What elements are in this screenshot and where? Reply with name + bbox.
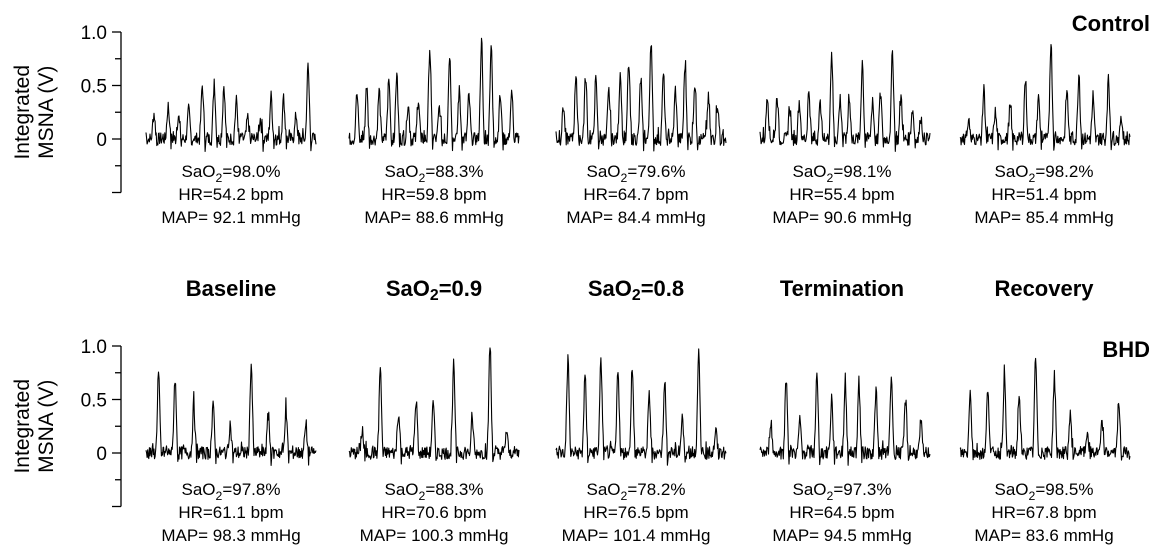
hr-value: HR=70.6 bpm [381, 503, 486, 522]
map-value: MAP= 98.3 mmHg [161, 526, 300, 545]
sao2-value: SaO2=78.2% [587, 480, 686, 503]
sao2-value: SaO2=88.3% [385, 480, 484, 503]
msna-trace-bhd-2 [348, 347, 520, 465]
msna-trace-control-1 [145, 62, 317, 153]
phase-label: Termination [780, 276, 904, 301]
map-value: MAP= 101.4 mmHg [562, 526, 711, 545]
hr-value: HR=76.5 bpm [583, 503, 688, 522]
group-label-control: Control [1072, 11, 1150, 36]
y-tick-label: 0 [96, 444, 107, 465]
y-tick-label: 0 [96, 130, 107, 151]
sao2-value: SaO2=98.0% [182, 162, 281, 185]
group-label-bhd: BHD [1102, 337, 1150, 362]
map-value: MAP= 88.6 mmHg [364, 208, 503, 227]
y-tick-label: 0.5 [81, 391, 107, 412]
y-tick-label: 1.0 [81, 23, 107, 44]
map-value: MAP= 92.1 mmHg [161, 208, 300, 227]
y-axis-label-line2: MSNA (V) [35, 380, 58, 473]
hr-value: HR=67.8 bpm [991, 503, 1096, 522]
y-axis-label-line2: MSNA (V) [35, 66, 58, 159]
sao2-value: SaO2=97.3% [793, 480, 892, 503]
map-value: MAP= 94.5 mmHg [772, 526, 911, 545]
map-value: MAP= 100.3 mmHg [360, 526, 509, 545]
msna-trace-bhd-5 [959, 357, 1131, 461]
phase-label: Baseline [186, 276, 277, 301]
map-value: MAP= 85.4 mmHg [974, 208, 1113, 227]
map-value: MAP= 90.6 mmHg [772, 208, 911, 227]
phase-label: SaO2=0.9 [386, 276, 482, 304]
map-value: MAP= 83.6 mmHg [974, 526, 1113, 545]
msna-trace-bhd-3 [555, 348, 727, 466]
msna-trace-control-5 [959, 43, 1131, 151]
hr-value: HR=64.5 bpm [789, 503, 894, 522]
sao2-value: SaO2=88.3% [385, 162, 484, 185]
y-tick-label: 0.5 [81, 77, 107, 98]
hr-value: HR=51.4 bpm [991, 185, 1096, 204]
msna-trace-control-4 [759, 50, 931, 152]
hr-value: HR=61.1 bpm [178, 503, 283, 522]
map-value: MAP= 84.4 mmHg [566, 208, 705, 227]
sao2-value: SaO2=98.2% [995, 162, 1094, 185]
hr-value: HR=64.7 bpm [583, 185, 688, 204]
sao2-value: SaO2=98.5% [995, 480, 1094, 503]
msna-trace-control-2 [348, 37, 520, 152]
y-axis-label-line1: Integrated [11, 65, 34, 160]
msna-trace-bhd-4 [759, 372, 931, 466]
y-tick-label: 1.0 [81, 337, 107, 358]
msna-trace-bhd-1 [145, 363, 317, 467]
y-axis-label-line1: Integrated [11, 379, 34, 474]
phase-label: Recovery [994, 276, 1094, 301]
sao2-value: SaO2=79.6% [587, 162, 686, 185]
hr-value: HR=59.8 bpm [381, 185, 486, 204]
hr-value: HR=55.4 bpm [789, 185, 894, 204]
sao2-value: SaO2=98.1% [793, 162, 892, 185]
phase-label: SaO2=0.8 [588, 276, 684, 304]
hr-value: HR=54.2 bpm [178, 185, 283, 204]
sao2-value: SaO2=97.8% [182, 480, 281, 503]
msna-trace-control-3 [555, 45, 727, 152]
